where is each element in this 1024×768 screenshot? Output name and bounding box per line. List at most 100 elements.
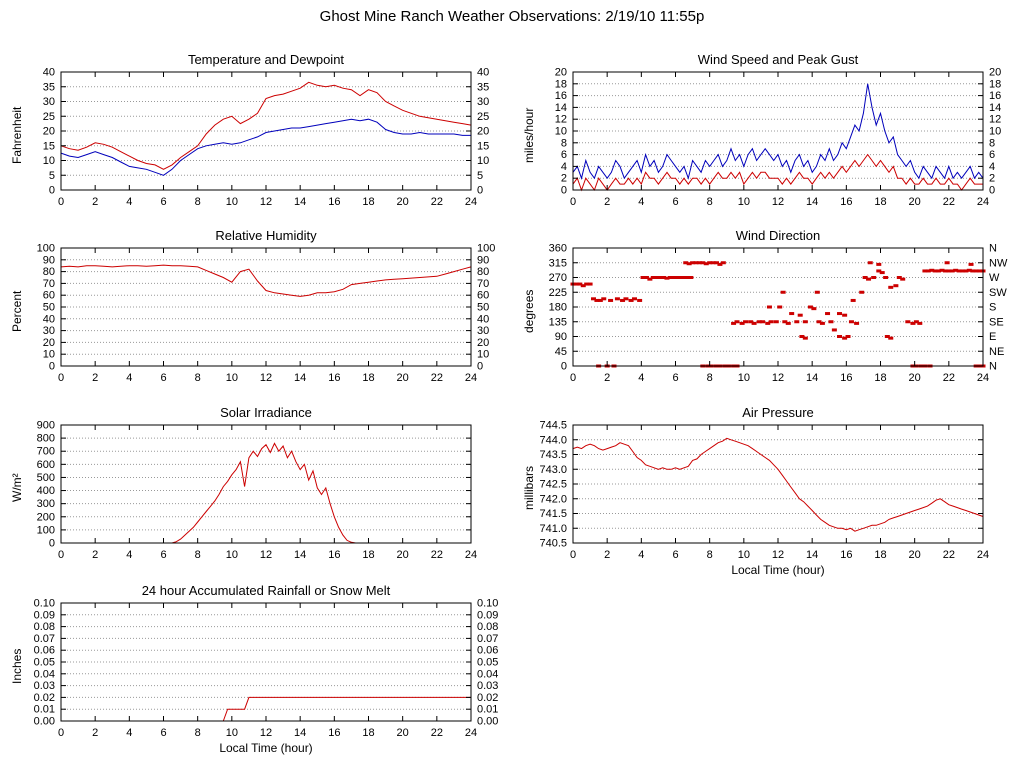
- svg-text:50: 50: [43, 302, 55, 314]
- svg-text:50: 50: [477, 302, 489, 314]
- svg-text:8: 8: [561, 137, 567, 149]
- svg-text:12: 12: [260, 372, 272, 384]
- svg-text:10: 10: [738, 549, 750, 561]
- svg-text:8: 8: [707, 549, 713, 561]
- svg-text:10: 10: [477, 155, 489, 167]
- svg-text:14: 14: [806, 549, 818, 561]
- svg-text:2: 2: [92, 549, 98, 561]
- svg-text:18: 18: [555, 78, 567, 90]
- svg-text:16: 16: [989, 90, 1001, 102]
- svg-text:18: 18: [874, 372, 886, 384]
- svg-text:80: 80: [477, 266, 489, 278]
- svg-text:15: 15: [477, 140, 489, 152]
- svg-text:740.5: 740.5: [539, 538, 567, 550]
- svg-text:2: 2: [989, 173, 995, 185]
- svg-text:14: 14: [555, 102, 567, 114]
- svg-text:2: 2: [92, 372, 98, 384]
- svg-text:10: 10: [477, 349, 489, 361]
- svg-text:6: 6: [561, 149, 567, 161]
- chart-title: 24 hour Accumulated Rainfall or Snow Mel…: [141, 583, 391, 598]
- svg-text:900: 900: [37, 421, 55, 432]
- svg-text:180: 180: [549, 302, 567, 314]
- svg-text:14: 14: [989, 102, 1001, 114]
- svg-text:20: 20: [909, 549, 921, 561]
- svg-text:80: 80: [43, 266, 55, 278]
- svg-text:20: 20: [397, 196, 409, 208]
- svg-text:15: 15: [43, 140, 55, 152]
- svg-text:12: 12: [260, 549, 272, 561]
- svg-text:6: 6: [160, 549, 166, 561]
- svg-text:90: 90: [43, 254, 55, 266]
- svg-text:5: 5: [49, 170, 55, 182]
- svg-text:135: 135: [549, 316, 567, 328]
- chart-title: Wind Direction: [735, 228, 821, 243]
- svg-text:700: 700: [37, 446, 55, 458]
- svg-text:90: 90: [477, 254, 489, 266]
- chart-title: Temperature and Dewpoint: [187, 52, 345, 67]
- svg-text:16: 16: [840, 196, 852, 208]
- svg-text:10: 10: [989, 126, 1001, 138]
- x-axis-label: Local Time (hour): [219, 741, 313, 755]
- svg-text:24: 24: [465, 727, 477, 739]
- svg-text:8: 8: [989, 137, 995, 149]
- svg-text:70: 70: [477, 278, 489, 290]
- svg-text:20: 20: [909, 372, 921, 384]
- svg-text:40: 40: [477, 68, 489, 79]
- svg-text:6: 6: [672, 549, 678, 561]
- svg-text:10: 10: [226, 196, 238, 208]
- svg-text:12: 12: [260, 196, 272, 208]
- svg-text:18: 18: [362, 727, 374, 739]
- svg-text:10: 10: [226, 727, 238, 739]
- svg-text:10: 10: [226, 549, 238, 561]
- svg-text:S: S: [989, 302, 996, 314]
- air-pressure-plot: 740.5 741.0 741.5 742.0 742.5 743.0 743.5 744.0…: [539, 421, 989, 561]
- svg-text:16: 16: [840, 372, 852, 384]
- svg-text:14: 14: [294, 727, 306, 739]
- svg-text:0.04: 0.04: [477, 668, 498, 680]
- svg-text:16: 16: [840, 549, 852, 561]
- svg-text:360: 360: [549, 244, 567, 255]
- accumulated-rainfall-chart: 24 hour Accumulated Rainfall or Snow Mel…: [4, 583, 512, 761]
- chart-title: Air Pressure: [742, 405, 814, 420]
- svg-text:W: W: [989, 272, 1000, 284]
- page-title: Ghost Mine Ranch Weather Observations: 2…: [319, 8, 705, 25]
- svg-text:4: 4: [561, 161, 567, 173]
- air-pressure-chart: Air Pressure millibars 740.5 741.0 741.5 74…: [516, 405, 1024, 583]
- svg-text:N: N: [989, 244, 997, 255]
- svg-text:60: 60: [477, 290, 489, 302]
- svg-text:0: 0: [477, 185, 483, 197]
- svg-text:40: 40: [43, 313, 55, 325]
- svg-text:20: 20: [397, 549, 409, 561]
- svg-text:741.5: 741.5: [539, 508, 567, 520]
- svg-text:24: 24: [465, 549, 477, 561]
- svg-text:35: 35: [477, 81, 489, 93]
- svg-text:14: 14: [806, 196, 818, 208]
- svg-text:24: 24: [465, 372, 477, 384]
- solar-irradiance-chart: Solar Irradiance W/m² 0 100 200 300 400 500 60…: [4, 405, 512, 583]
- svg-text:0.08: 0.08: [34, 621, 55, 633]
- svg-text:4: 4: [989, 161, 995, 173]
- svg-text:22: 22: [943, 549, 955, 561]
- svg-text:0.02: 0.02: [477, 692, 498, 704]
- svg-text:2: 2: [92, 196, 98, 208]
- svg-text:18: 18: [362, 372, 374, 384]
- svg-text:4: 4: [638, 196, 644, 208]
- svg-text:16: 16: [328, 727, 340, 739]
- svg-text:741.0: 741.0: [539, 523, 567, 535]
- svg-text:2: 2: [561, 173, 567, 185]
- svg-text:20: 20: [989, 68, 1001, 79]
- svg-text:4: 4: [638, 372, 644, 384]
- chart-title: Wind Speed and Peak Gust: [697, 52, 859, 67]
- svg-text:14: 14: [806, 372, 818, 384]
- svg-text:0.06: 0.06: [477, 645, 498, 657]
- svg-text:N: N: [989, 361, 997, 373]
- svg-text:6: 6: [989, 149, 995, 161]
- svg-text:45: 45: [555, 346, 567, 358]
- svg-text:40: 40: [477, 313, 489, 325]
- svg-text:14: 14: [294, 196, 306, 208]
- svg-text:8: 8: [707, 372, 713, 384]
- svg-text:0.00: 0.00: [34, 716, 55, 728]
- svg-text:10: 10: [43, 155, 55, 167]
